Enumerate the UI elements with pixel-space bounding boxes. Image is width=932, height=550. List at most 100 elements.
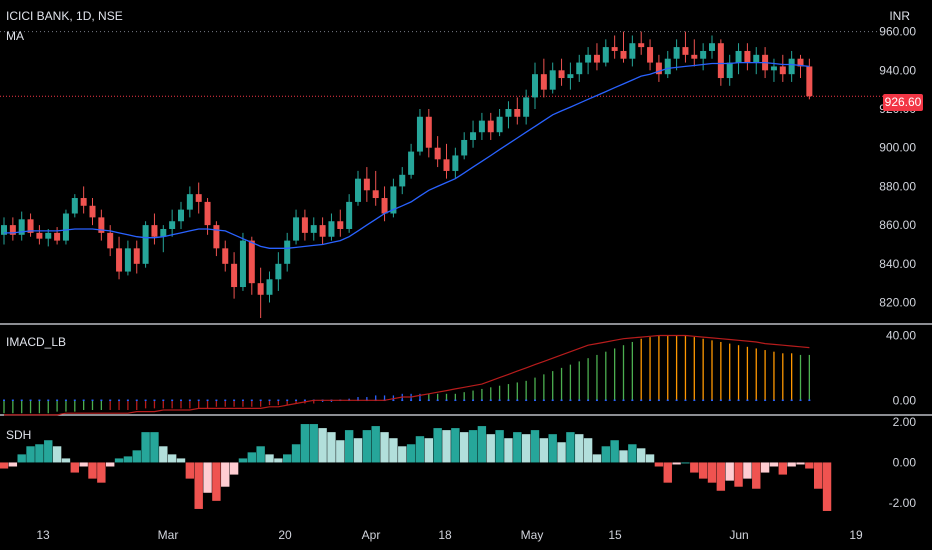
candle-body	[664, 58, 671, 75]
time-axis-tick: 13	[36, 528, 50, 542]
sdh-bar	[256, 446, 265, 463]
sdh-bar	[327, 432, 336, 463]
candle-body	[372, 190, 379, 199]
candle-body	[248, 240, 255, 284]
sdh-indicator-label[interactable]: SDH	[6, 428, 32, 442]
sdh-bar	[725, 462, 734, 481]
time-axis-tick: Jun	[729, 528, 748, 542]
candle-body	[9, 225, 16, 235]
sdh-bar	[424, 438, 433, 463]
candle-body	[98, 217, 105, 233]
sdh-bar	[468, 430, 478, 463]
candle-body	[408, 151, 415, 175]
candle-body	[284, 240, 291, 264]
sdh-bar	[132, 450, 141, 463]
sdh-bar	[283, 454, 292, 463]
sdh-bar	[336, 440, 345, 463]
candle-body	[204, 201, 211, 226]
sdh-bar	[159, 446, 168, 463]
candle-body	[655, 62, 662, 75]
sdh-bar	[504, 438, 513, 463]
sdh-bar	[805, 462, 814, 469]
ma-line	[4, 61, 810, 249]
macd-signal-line	[4, 334, 810, 416]
sdh-bar	[389, 438, 398, 463]
candle-body	[239, 240, 246, 288]
sdh-bar	[97, 462, 106, 483]
sdh-bar	[530, 430, 540, 463]
sdh-bar	[548, 434, 557, 463]
sdh-bar	[238, 458, 248, 463]
sdh-bar	[176, 458, 186, 463]
sdh-bar	[566, 432, 575, 463]
candle-body	[620, 50, 627, 59]
sdh-bar	[787, 462, 796, 467]
sdh-bar	[167, 454, 177, 463]
sdh-bar	[672, 462, 681, 465]
candle-body	[779, 66, 786, 75]
price-axis-tick: 840.00	[879, 257, 916, 271]
candle-body	[416, 116, 423, 152]
candle-body	[107, 232, 114, 249]
time-axis-tick: 20	[278, 528, 292, 542]
candle-body	[301, 217, 308, 233]
last-price-badge: 926.60	[883, 94, 923, 111]
sdh-bar	[35, 444, 44, 463]
candle-body	[390, 186, 397, 214]
candle-body	[363, 178, 370, 191]
candle-body	[629, 43, 636, 59]
sdh-bar	[406, 444, 416, 463]
sdh-bar	[291, 444, 301, 463]
sdh-bar	[822, 462, 832, 511]
candle-body	[142, 225, 149, 264]
candle-body	[700, 50, 707, 59]
macd-indicator-label[interactable]: IMACD_LB	[6, 335, 67, 349]
candle-body	[682, 47, 689, 55]
sdh-bar	[752, 462, 761, 489]
sdh-bar	[0, 462, 9, 469]
candle-body	[151, 225, 158, 237]
ma-indicator-label[interactable]: MA	[6, 29, 24, 43]
candle-body	[496, 116, 503, 133]
sdh-bar	[601, 446, 610, 463]
candle-body	[160, 228, 167, 237]
sdh-bar	[460, 432, 469, 463]
candle-body	[797, 58, 804, 67]
sdh-axis-tick: 2.00	[893, 415, 917, 429]
sdh-bar	[698, 462, 708, 479]
candle-body	[505, 109, 512, 117]
sdh-bar	[17, 454, 26, 463]
time-axis-tick: 18	[438, 528, 452, 542]
sdh-bar	[274, 458, 283, 463]
sdh-bar	[654, 462, 664, 467]
candle-body	[726, 62, 733, 79]
candle-body	[124, 248, 131, 272]
sdh-bar	[44, 440, 53, 463]
time-axis-tick: Apr	[362, 528, 381, 542]
candle-body	[27, 219, 34, 233]
sdh-bar	[123, 456, 133, 463]
candle-body	[717, 43, 724, 79]
candle-body	[257, 283, 264, 295]
sdh-bar	[88, 462, 97, 479]
sdh-bar	[539, 438, 549, 463]
sdh-bar	[628, 444, 637, 463]
candle-body	[478, 120, 485, 133]
sdh-bar	[318, 428, 327, 463]
candle-body	[45, 232, 52, 239]
sdh-bar	[380, 432, 389, 463]
sdh-bar	[583, 438, 593, 463]
sdh-bar	[760, 462, 770, 473]
candle-body	[514, 109, 521, 117]
candle-body	[275, 263, 282, 280]
sdh-bar	[743, 462, 752, 479]
sdh-bar	[796, 462, 805, 465]
sdh-bar	[229, 462, 239, 475]
candle-body	[585, 54, 592, 63]
candle-body	[735, 50, 742, 63]
time-axis-tick: 19	[849, 528, 863, 542]
candle-body	[452, 155, 459, 171]
candle-body	[443, 159, 450, 171]
candle-body	[346, 201, 353, 229]
